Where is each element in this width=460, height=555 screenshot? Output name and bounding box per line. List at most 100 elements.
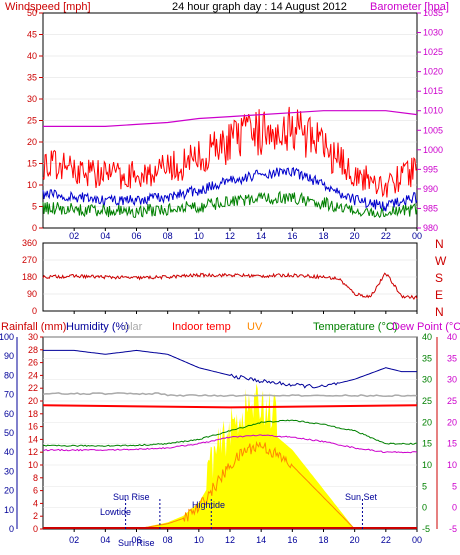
- chart-title: 24 hour graph day : 14 August 2012: [172, 1, 347, 13]
- hightide-annotation: Hightide: [192, 500, 225, 510]
- barometer-y-tick-label: 1015: [423, 86, 443, 96]
- barometer-y-tick-label: 1025: [423, 47, 443, 57]
- series-indoor-temp: [42, 404, 418, 409]
- dewpoint-y-tick-label: 15: [447, 439, 457, 449]
- sunset-annotation: Sun Set: [345, 492, 378, 502]
- x-tick-label: 12: [225, 535, 235, 545]
- dewpoint-y-tick-label: 0: [452, 503, 457, 513]
- temperature-axis-label: Temperature (°C): [313, 321, 397, 333]
- dewpoint-y-tick-label: 10: [447, 460, 457, 470]
- temperature-y-tick-label: 10: [422, 460, 432, 470]
- temperature-y-tick-label: 30: [422, 375, 432, 385]
- rain-y-tick-label: 0: [33, 524, 38, 534]
- barometer-y-tick-label: 1005: [423, 125, 443, 135]
- rain-y-tick-label: 28: [28, 345, 38, 355]
- dewpoint-y-tick-label: 35: [447, 353, 457, 363]
- x-tick-label: 14: [256, 231, 266, 241]
- barometer-axis-label: Barometer [hpa]: [370, 1, 449, 13]
- series-dewpoint: [43, 434, 418, 454]
- wind-y-tick-label: 0: [32, 223, 37, 233]
- compass-label: N: [435, 305, 444, 319]
- x-tick-label: 10: [194, 231, 204, 241]
- series-uv: [136, 440, 356, 530]
- series-temperature: [42, 419, 417, 447]
- barometer-y-tick-label: 985: [423, 203, 438, 213]
- temperature-y-tick-label: 5: [422, 481, 427, 491]
- x-tick-label: 16: [287, 535, 297, 545]
- temperature-y-tick-label: 15: [422, 439, 432, 449]
- wind-y-tick-label: 35: [27, 73, 37, 83]
- series-solar: [42, 392, 418, 398]
- series-barometer: [43, 110, 418, 127]
- temperature-y-tick-label: 0: [422, 503, 427, 513]
- barometer-y-tick-label: 1020: [423, 67, 443, 77]
- wind-y-tick-label: 15: [27, 159, 37, 169]
- wind-y-tick-label: 5: [32, 202, 37, 212]
- barometer-y-tick-label: 1000: [423, 145, 443, 155]
- series-windspeed-gust: [42, 106, 418, 198]
- humidity-y-tick-label: 90: [4, 351, 14, 361]
- wind-y-tick-label: 20: [27, 137, 37, 147]
- compass-label: S: [435, 271, 443, 285]
- dewpoint-y-tick-label: 40: [447, 332, 457, 342]
- x-tick-label: 18: [318, 231, 328, 241]
- x-tick-label: 04: [100, 535, 110, 545]
- rain-y-tick-label: 8: [33, 473, 38, 483]
- series-wind-direction: [42, 272, 418, 300]
- x-tick-label: 02: [69, 231, 79, 241]
- x-tick-label: 22: [381, 231, 391, 241]
- barometer-y-tick-label: 995: [423, 164, 438, 174]
- rain-y-tick-label: 16: [28, 422, 38, 432]
- x-tick-label: 08: [163, 535, 173, 545]
- wind-y-tick-label: 30: [27, 94, 37, 104]
- humidity-y-tick-label: 20: [4, 486, 14, 496]
- uv-axis-label: UV: [247, 321, 263, 333]
- dewpoint-axis-label: Dew Point (°C): [392, 321, 460, 333]
- series-solar-fill: [136, 383, 355, 529]
- series-windspeed-low: [42, 190, 418, 219]
- dewpoint-y-tick-label: 20: [447, 417, 457, 427]
- humidity-y-tick-label: 70: [4, 390, 14, 400]
- temperature-y-tick-label: 20: [422, 417, 432, 427]
- x-tick-label: 06: [131, 231, 141, 241]
- rain-y-tick-label: 6: [33, 486, 38, 496]
- barometer-y-tick-label: 1010: [423, 106, 443, 116]
- wind-y-tick-label: 50: [27, 8, 37, 18]
- direction-y-tick-label: 180: [22, 272, 37, 282]
- temperature-y-tick-label: 25: [422, 396, 432, 406]
- rain-y-tick-label: 24: [28, 370, 38, 380]
- rainfall-axis-label: Rainfall (mm): [1, 321, 66, 333]
- rain-y-tick-label: 12: [28, 447, 38, 457]
- dewpoint-y-tick-label: 30: [447, 375, 457, 385]
- x-tick-label: 06: [131, 535, 141, 545]
- humidity-y-tick-label: 30: [4, 466, 14, 476]
- temperature-y-tick-label: 40: [422, 332, 432, 342]
- x-tick-label: 20: [350, 231, 360, 241]
- sunrise-annotation: Sun Rise: [113, 492, 150, 502]
- sunrise-axis-annotation: Sun Rise: [118, 538, 155, 548]
- humidity-y-tick-label: 50: [4, 428, 14, 438]
- rain-y-tick-label: 30: [28, 332, 38, 342]
- humidity-y-tick-label: 60: [4, 409, 14, 419]
- indoor-temp-label: Indoor temp: [172, 321, 231, 333]
- wind-panel: 0510152025303540455098098599099510001005…: [27, 8, 443, 241]
- lowtide-annotation: Lowtide: [100, 507, 131, 517]
- humidity-y-tick-label: 100: [0, 332, 14, 342]
- direction-y-tick-label: 270: [22, 255, 37, 265]
- x-tick-label: 16: [287, 231, 297, 241]
- x-tick-label: 00: [412, 535, 422, 545]
- barometer-y-tick-label: 1030: [423, 28, 443, 38]
- wind-y-tick-label: 45: [27, 30, 37, 40]
- x-tick-label: 10: [194, 535, 204, 545]
- weather-panel: 0102030405060708090100024681012141618202…: [0, 332, 457, 545]
- rain-y-tick-label: 20: [28, 396, 38, 406]
- humidity-y-tick-label: 0: [9, 524, 14, 534]
- dewpoint-y-tick-label: 25: [447, 396, 457, 406]
- solar-axis-label: olar: [124, 321, 143, 333]
- x-tick-label: 22: [381, 535, 391, 545]
- direction-y-tick-label: 0: [32, 306, 37, 316]
- dewpoint-y-tick-label: -5: [449, 524, 457, 534]
